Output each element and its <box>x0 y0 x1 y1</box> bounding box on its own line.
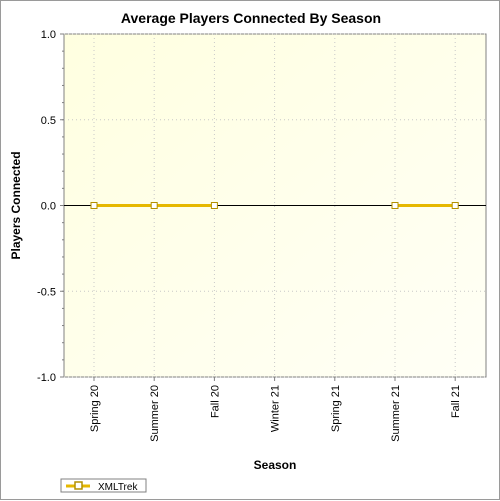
data-point <box>391 202 399 209</box>
y-tick-label: 0.5 <box>41 115 56 127</box>
chart-title: Average Players Connected By Season <box>121 10 381 26</box>
data-point <box>210 202 218 209</box>
legend: XMLTrek <box>60 478 147 493</box>
x-axis-label: Season <box>254 458 297 472</box>
legend-label: XMLTrek <box>98 482 138 493</box>
y-tick-label: 1.0 <box>41 29 56 41</box>
y-axis-label: Players Connected <box>9 151 23 259</box>
axes: -1.0 -0.5 0.0 0.5 1.0 Spring 20 Summer 20 Fall … <box>37 29 462 442</box>
y-tick-label: -1.0 <box>37 372 56 384</box>
y-tick-label: -0.5 <box>37 286 56 298</box>
y-tick-label: 0.0 <box>41 201 56 213</box>
x-tick-label: Winter 21 <box>270 385 282 432</box>
data-point <box>451 202 459 209</box>
data-point <box>150 202 158 209</box>
x-tick-label: Spring 21 <box>330 385 342 432</box>
x-tick-label: Fall 20 <box>209 385 221 418</box>
x-tick-label: Fall 21 <box>450 385 462 418</box>
series-lines <box>90 202 459 209</box>
legend-swatch-marker <box>74 481 83 490</box>
x-tick-label: Summer 20 <box>149 385 161 442</box>
data-point <box>90 202 98 209</box>
x-tick-label: Summer 21 <box>390 385 402 442</box>
x-tick-label: Spring 20 <box>89 385 101 432</box>
